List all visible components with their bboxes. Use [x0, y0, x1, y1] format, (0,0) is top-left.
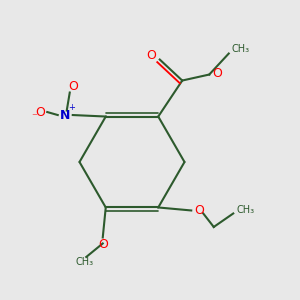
Text: O: O	[35, 106, 45, 118]
Text: O: O	[146, 49, 156, 62]
Text: O: O	[68, 80, 78, 93]
Text: CH₃: CH₃	[232, 44, 250, 54]
Text: O: O	[194, 204, 204, 217]
Text: O: O	[98, 238, 108, 251]
Text: N: N	[60, 109, 70, 122]
Text: CH₃: CH₃	[76, 257, 94, 267]
Text: CH₃: CH₃	[236, 206, 254, 215]
Text: ⁻: ⁻	[31, 112, 37, 122]
Text: +: +	[68, 103, 75, 112]
Text: O: O	[212, 67, 222, 80]
